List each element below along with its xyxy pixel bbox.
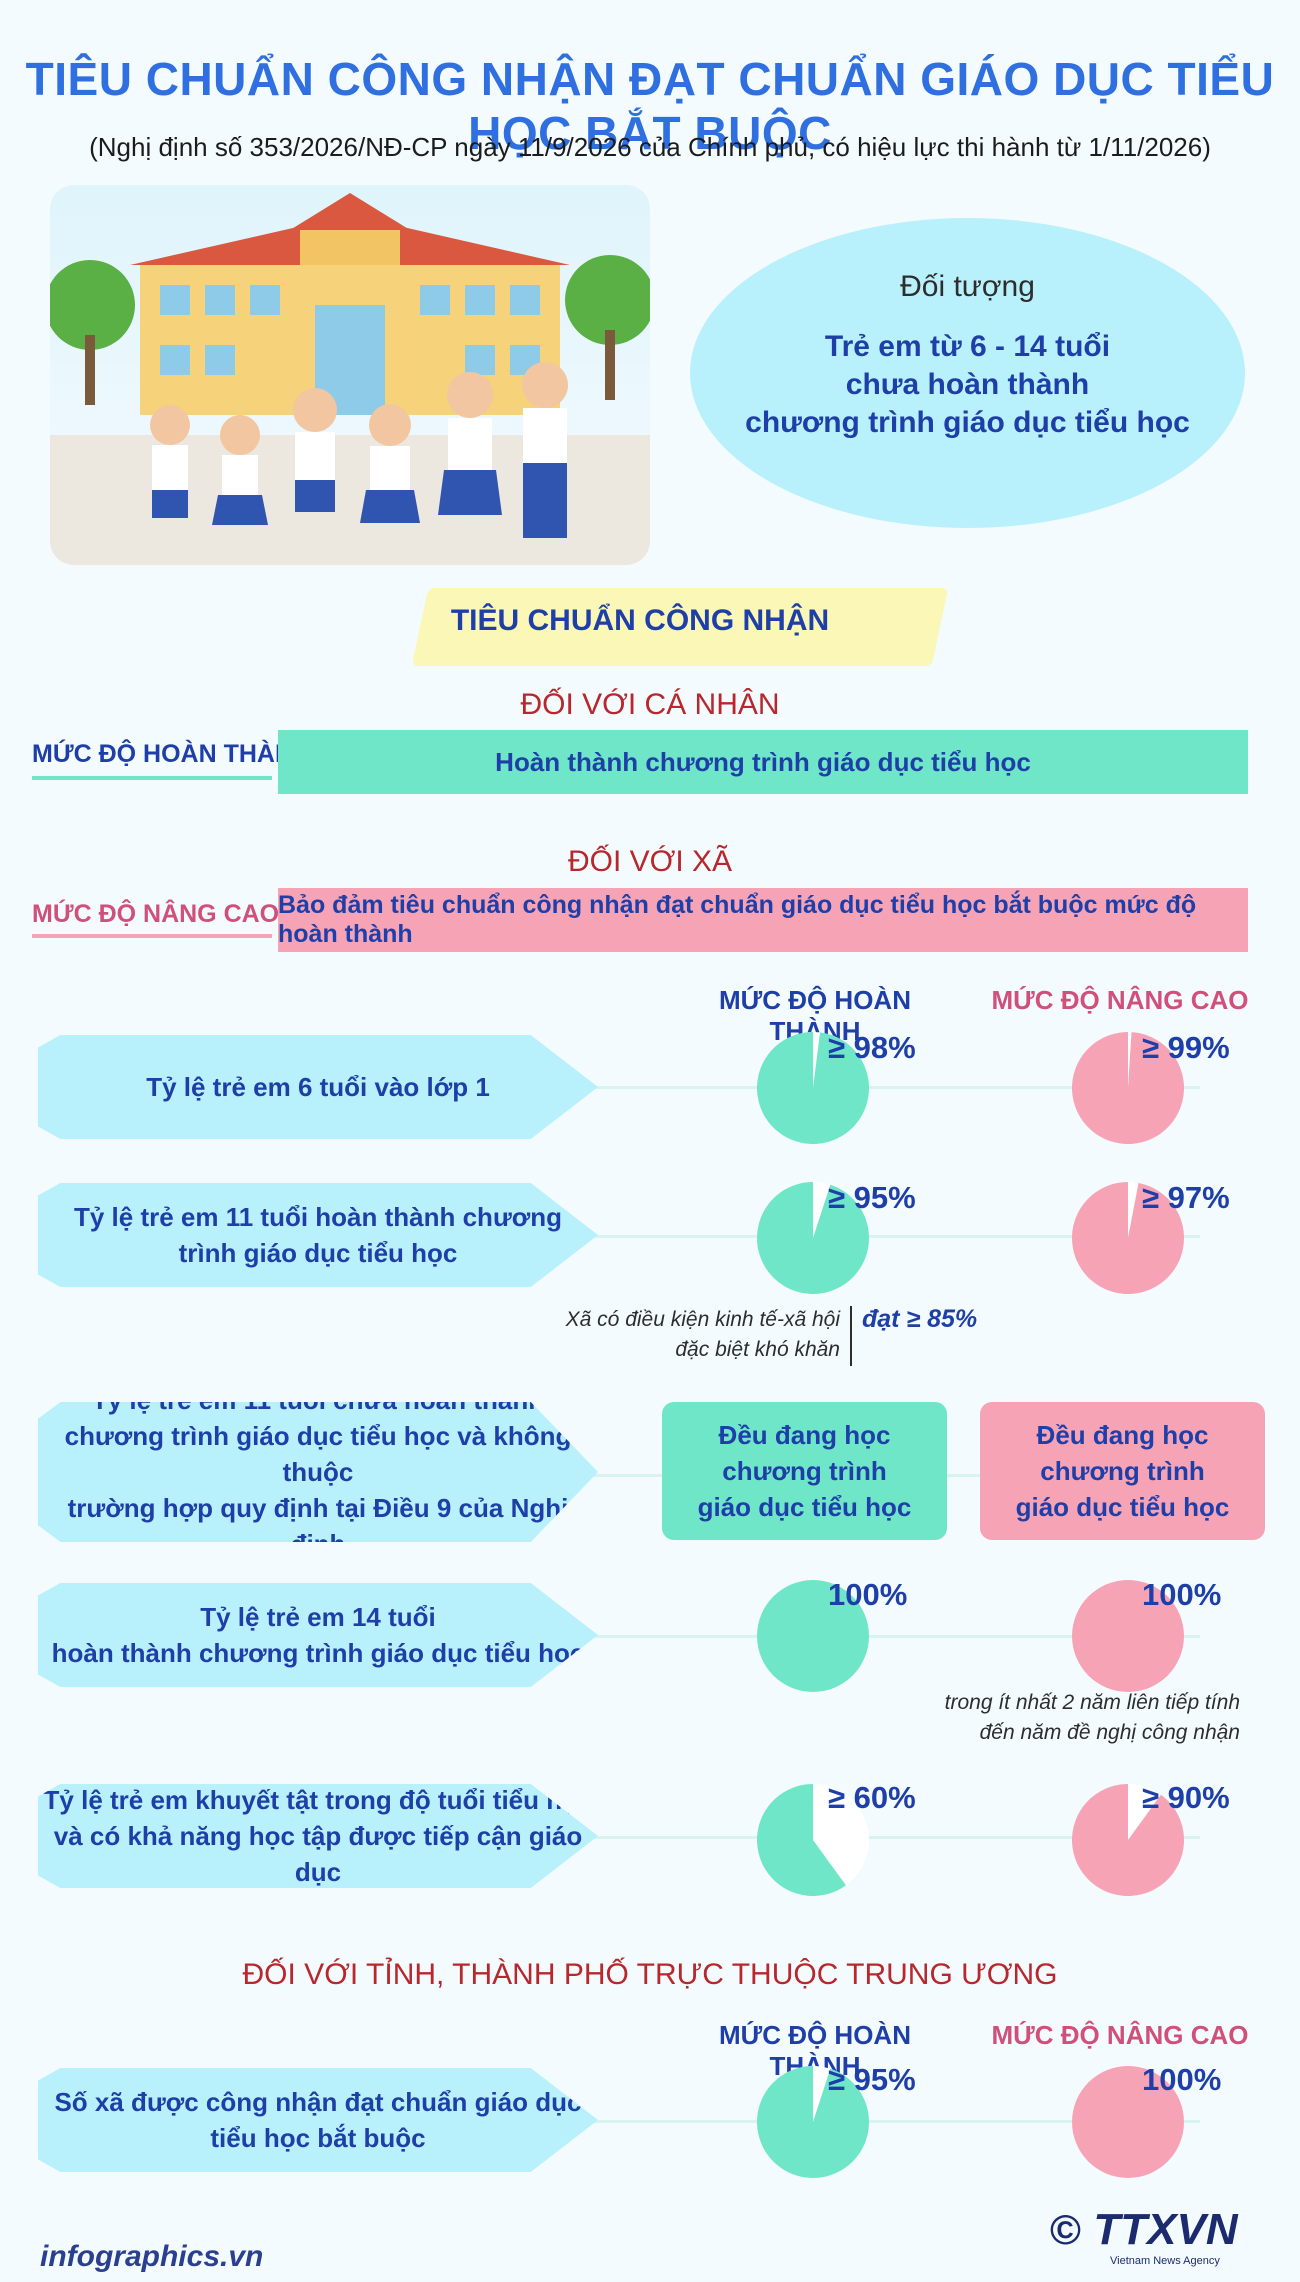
pie-advanced (1070, 1030, 1186, 1151)
status-line: chương trình (722, 1456, 887, 1486)
section-title: TIÊU CHUẨN CÔNG NHẬN (450, 604, 830, 637)
pie-fill (1072, 1182, 1184, 1294)
note-special-area: Xã có điều kiện kinh tế-xã hội đặc biệt … (480, 1305, 840, 1365)
value-advanced: 100% (1142, 2062, 1222, 2097)
status-line: giáo dục tiểu học (1015, 1492, 1230, 1522)
criterion-label: và có khả năng học tập được tiếp cận giá… (53, 1821, 583, 1887)
note-special-value: đạt ≥ 85% (862, 1305, 978, 1333)
col-head-advanced: MỨC ĐỘ NÂNG CAO (991, 2020, 1249, 2050)
individual-criterion: Hoàn thành chương trình giáo dục tiểu họ… (278, 730, 1248, 794)
page-title: TIÊU CHUẨN CÔNG NHẬN ĐẠT CHUẨN GIÁO DỤC … (25, 53, 1275, 159)
province-criterion-row: Số xã được công nhận đạt chuẩn giáo dục … (38, 2068, 598, 2172)
connector-line (560, 1836, 1200, 1839)
criterion-label: Tỷ lệ trẻ em 6 tuổi vào lớp 1 (146, 1072, 490, 1102)
pie-complete (755, 2064, 871, 2185)
target-group: Đối tượng Trẻ em từ 6 - 14 tuổi chưa hoà… (690, 218, 1245, 528)
criterion-label: tiểu học bắt buộc (210, 2123, 426, 2153)
value-complete: ≥ 60% (828, 1780, 916, 1815)
pie-fill (1072, 1784, 1184, 1896)
pie-advanced (1070, 1180, 1186, 1301)
criterion-row-2: Tỷ lệ trẻ em 11 tuổi hoàn thành chương t… (38, 1183, 598, 1287)
note-line: đến năm đề nghị công nhận (979, 1721, 1240, 1744)
criterion-row-4: Tỷ lệ trẻ em 14 tuổi hoàn thành chương t… (38, 1583, 598, 1687)
commune-level: MỨC ĐỘ NÂNG CAO (32, 900, 280, 928)
criterion-label: hoàn thành chương trình giáo dục tiểu họ… (51, 1638, 585, 1668)
target-line: Trẻ em từ 6 - 14 tuổi (824, 330, 1111, 363)
pie-complete (755, 1180, 871, 1301)
status-line: giáo dục tiểu học (697, 1492, 912, 1522)
connector-line (560, 1235, 1200, 1238)
status-line: Đều đang học (1036, 1420, 1209, 1450)
pie-advanced (1070, 1782, 1186, 1903)
value-advanced: ≥ 99% (1142, 1030, 1230, 1065)
connector-line (560, 1635, 1200, 1638)
status-line: chương trình (1040, 1456, 1205, 1486)
value-advanced: ≥ 97% (1142, 1180, 1230, 1215)
commune-criterion: Bảo đảm tiêu chuẩn công nhận đạt chuẩn g… (278, 888, 1248, 952)
criterion-label: trường hợp quy định tại Điều 9 của Nghị … (67, 1493, 569, 1559)
school-illustration (50, 185, 650, 565)
target-line: chương trình giáo dục tiểu học (745, 406, 1190, 439)
page-subtitle: (Nghị định số 353/2026/NĐ-CP ngày 11/9/2… (89, 132, 1211, 162)
pie-fill (757, 1032, 869, 1144)
individual-level: MỨC ĐỘ HOÀN THÀNH (32, 740, 312, 768)
pie-fill (757, 1182, 869, 1294)
commune-heading: ĐỐI VỚI XÃ (567, 845, 733, 878)
criterion-row-3: Tỷ lệ trẻ em 11 tuổi chưa hoàn thành chư… (38, 1402, 598, 1542)
criterion-label: Tỷ lệ trẻ em khuyết tật trong độ tuổi ti… (43, 1785, 593, 1815)
status-box-advanced: Đều đang học chương trình giáo dục tiểu … (980, 1402, 1265, 1540)
target-label: Đối tượng (900, 270, 1035, 303)
pie-fill (757, 2066, 869, 2178)
criterion-label: Tỷ lệ trẻ em 14 tuổi (200, 1602, 436, 1632)
pie-complete (755, 1030, 871, 1151)
logo-subtext: Vietnam News Agency (1110, 2255, 1220, 2267)
connector-line (560, 2120, 1200, 2123)
site-link[interactable]: infographics.vn (40, 2240, 264, 2273)
pie-complete (755, 1782, 871, 1903)
value-complete: ≥ 95% (828, 1180, 916, 1215)
province-heading: ĐỐI VỚI TỈNH, THÀNH PHỐ TRỰC THUỘC TRUNG… (242, 1958, 1058, 1991)
connector-line (560, 1086, 1200, 1089)
criterion-label: Tỷ lệ trẻ em 11 tuổi hoàn thành chương (73, 1202, 563, 1232)
criterion-label: Số xã được công nhận đạt chuẩn giáo dục (54, 2087, 582, 2117)
logo-text: TTXVN (1093, 2205, 1238, 2254)
pie-advanced (1070, 1578, 1186, 1699)
note-line: trong ít nhất 2 năm liên tiếp tính (944, 1691, 1240, 1714)
criterion-label: trình giáo dục tiểu học (178, 1238, 458, 1268)
value-complete: 100% (828, 1577, 908, 1612)
status-line: Đều đang học (718, 1420, 891, 1450)
value-complete: ≥ 95% (828, 2062, 916, 2097)
criterion-row-5: Tỷ lệ trẻ em khuyết tật trong độ tuổi ti… (38, 1784, 598, 1888)
pie-fill (1072, 1580, 1184, 1692)
target-line: chưa hoàn thành (845, 368, 1090, 401)
pie-fill (757, 1580, 869, 1692)
criterion-label: Tỷ lệ trẻ em 11 tuổi chưa hoàn thành (91, 1385, 545, 1415)
value-advanced: ≥ 90% (1142, 1780, 1230, 1815)
pie-advanced (1070, 2064, 1186, 2185)
pie-complete (755, 1578, 871, 1699)
divider (32, 776, 272, 780)
note-line: đặc biệt khó khăn (675, 1338, 840, 1361)
value-advanced: 100% (1142, 1577, 1222, 1612)
status-box-complete: Đều đang học chương trình giáo dục tiểu … (662, 1402, 947, 1540)
copyright-symbol: © (1050, 2206, 1081, 2253)
pie-fill (757, 1784, 846, 1896)
pie-fill (1072, 1032, 1184, 1144)
note-divider (850, 1306, 852, 1366)
individual-heading: ĐỐI VỚI CÁ NHÂN (520, 688, 780, 721)
ttxvn-logo: © TTXVN Vietnam News Agency (1050, 2205, 1238, 2267)
col-head-advanced: MỨC ĐỘ NÂNG CAO (991, 985, 1249, 1015)
note-line: Xã có điều kiện kinh tế-xã hội (565, 1308, 840, 1331)
note-years: trong ít nhất 2 năm liên tiếp tính đến n… (820, 1688, 1240, 1748)
divider (32, 934, 272, 938)
criterion-label: chương trình giáo dục tiểu học và không … (64, 1421, 572, 1487)
criterion-row-1: Tỷ lệ trẻ em 6 tuổi vào lớp 1 (38, 1035, 598, 1139)
pie-fill (1072, 2066, 1184, 2178)
value-complete: ≥ 98% (828, 1030, 916, 1065)
